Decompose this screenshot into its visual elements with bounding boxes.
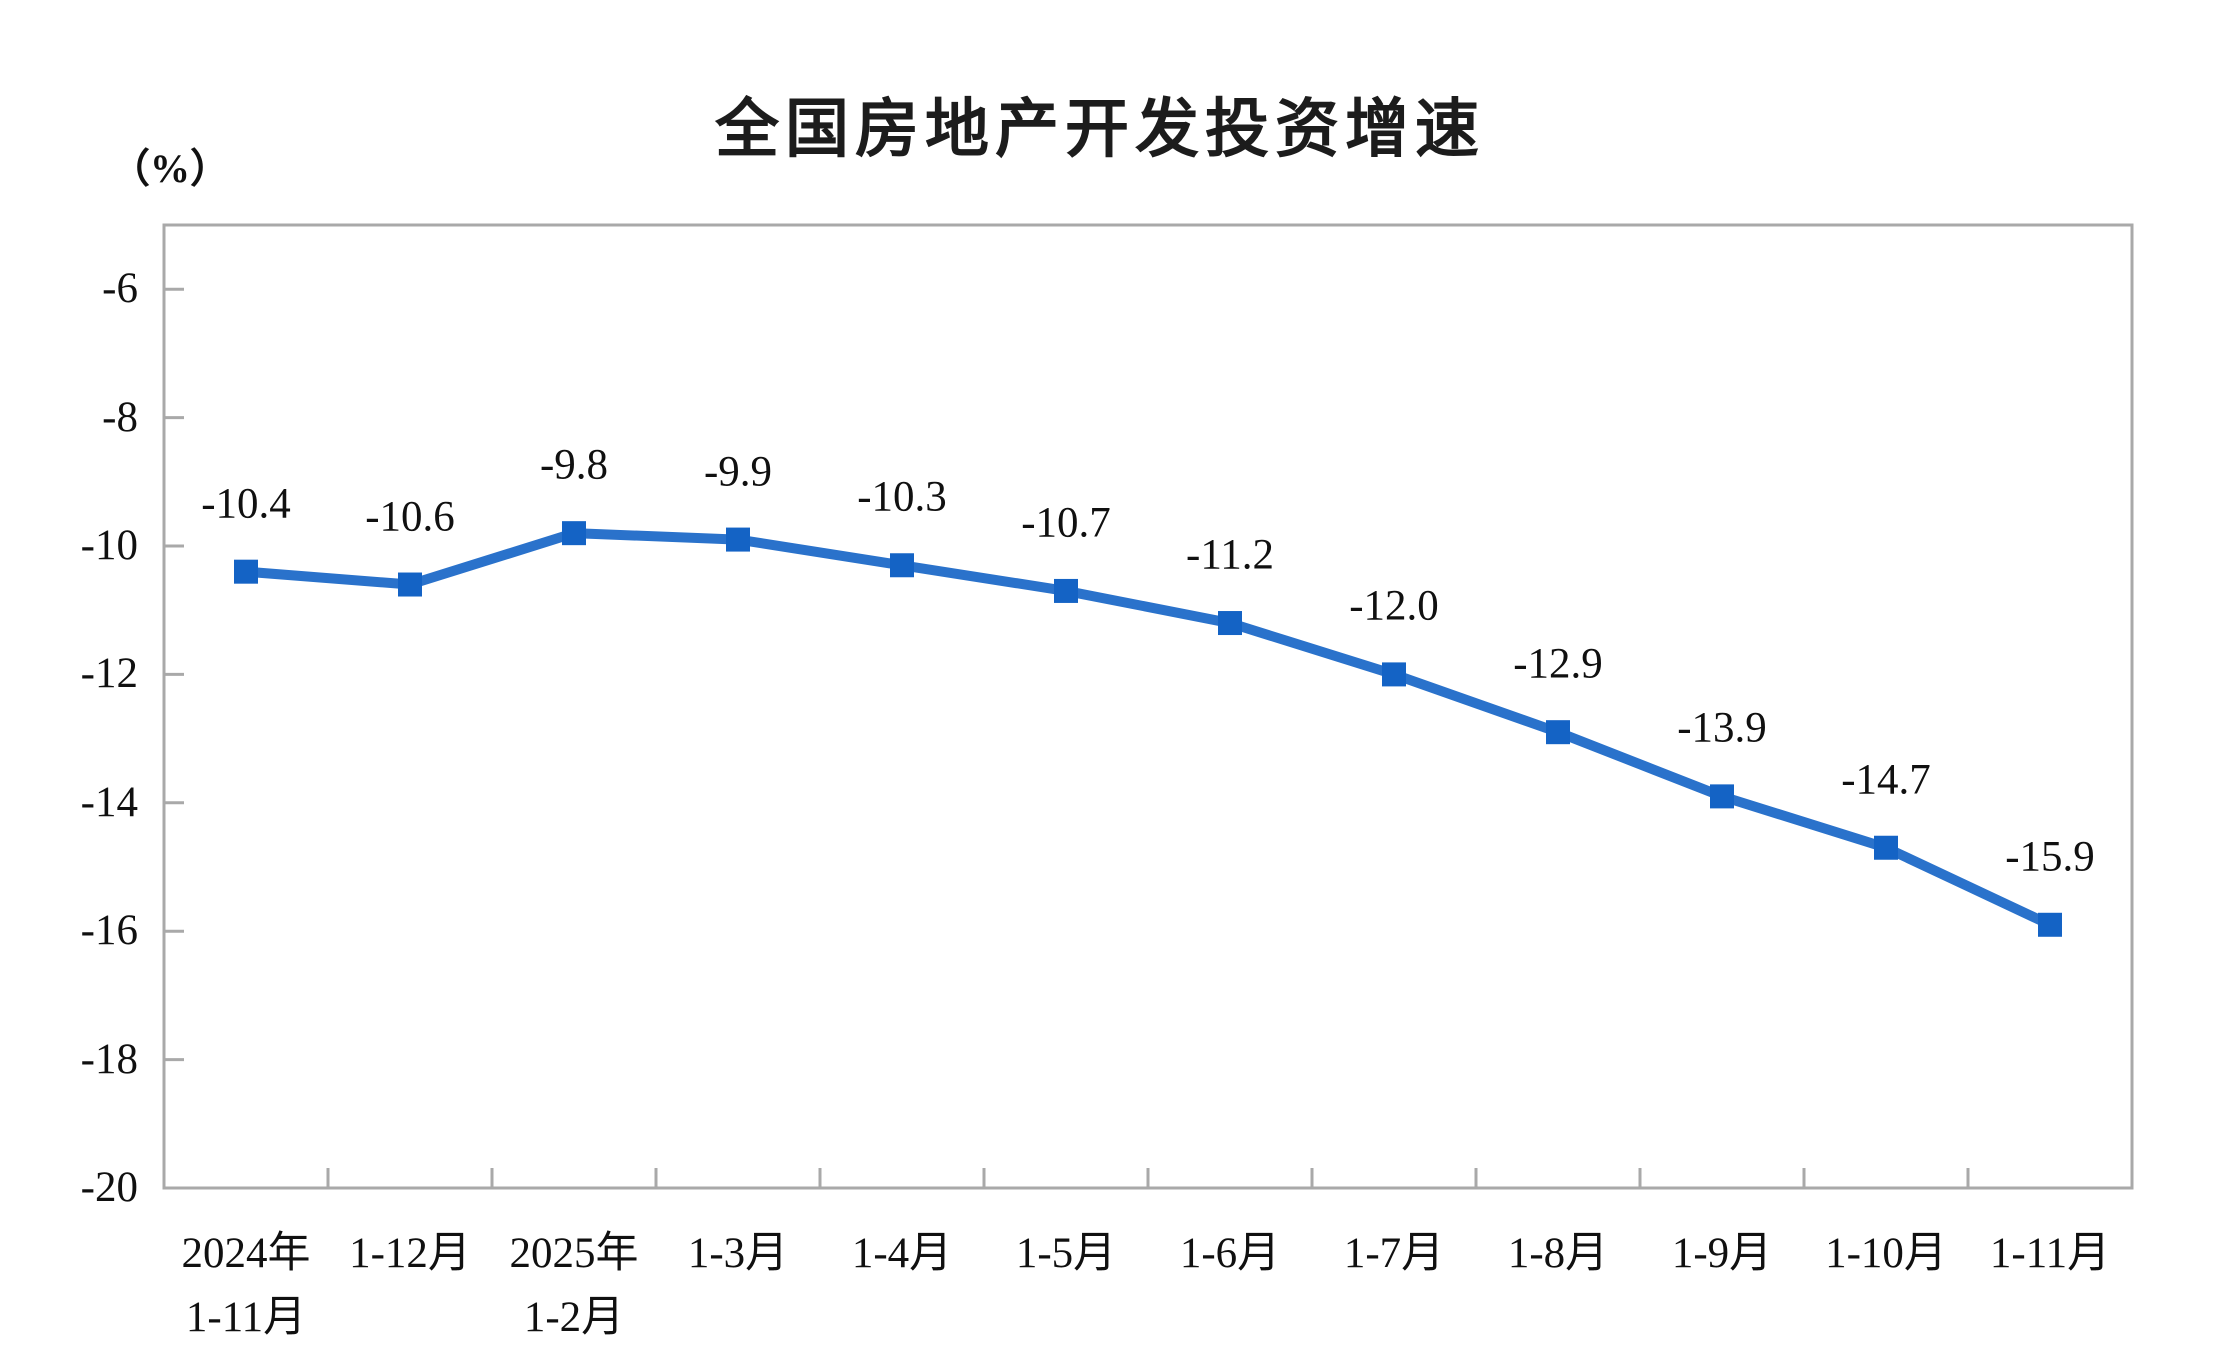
x-axis-category-label: 1-3月 [687, 1230, 789, 1277]
data-point-label: -14.7 [1841, 756, 1931, 804]
x-axis-category-label: 1-6月 [1179, 1230, 1281, 1277]
data-point-label: -10.6 [365, 493, 455, 541]
y-axis-tick-label: -8 [102, 393, 138, 441]
data-point-label: -9.8 [539, 441, 609, 489]
y-axis-tick-label: -14 [80, 778, 138, 826]
data-point-marker [1054, 578, 1078, 603]
data-point-marker [234, 559, 258, 584]
x-axis-category-label: 1-4月 [851, 1230, 953, 1277]
data-point-label: -13.9 [1677, 704, 1767, 752]
x-axis-category-label: 2024年 1-11月 [181, 1230, 311, 1341]
data-point-label: -12.9 [1513, 640, 1603, 688]
data-point-marker [2038, 912, 2062, 937]
data-point-marker [890, 553, 914, 578]
data-point-marker [1218, 611, 1242, 636]
chart-title: 全国房地产开发投资增速 [715, 93, 1485, 165]
data-point-label: -11.2 [1186, 531, 1274, 579]
y-axis-tick-label: -20 [80, 1164, 138, 1211]
y-axis-tick-label: -16 [80, 907, 138, 955]
x-axis-category-label: 1-12月 [349, 1230, 471, 1277]
x-axis-category-label: 1-11月 [1989, 1230, 2111, 1277]
data-point-label: -12.0 [1349, 582, 1439, 630]
data-point-marker [398, 572, 422, 597]
y-axis-unit-label: （%） [110, 146, 230, 191]
x-axis-category-label: 1-7月 [1343, 1230, 1445, 1277]
data-point-marker [1546, 720, 1570, 745]
x-axis-category-label: 1-8月 [1507, 1230, 1609, 1277]
plot-border [162, 223, 2134, 1190]
data-point-marker [726, 527, 750, 552]
y-axis-tick-label: -12 [80, 650, 138, 698]
data-point-label: -10.3 [857, 473, 947, 521]
data-point-marker [1874, 835, 1898, 860]
data-point-label: -10.7 [1021, 499, 1111, 547]
data-point-marker [1382, 662, 1406, 687]
y-axis-tick-label: -6 [102, 265, 138, 313]
data-point-label: -9.9 [703, 448, 773, 496]
x-axis-category-label: 1-9月 [1671, 1230, 1773, 1277]
x-axis-category-label: 2025年 1-2月 [509, 1230, 639, 1341]
x-axis-category-label: 1-10月 [1825, 1230, 1947, 1277]
series-line [241, 528, 2055, 930]
data-point-marker [1710, 784, 1734, 809]
x-axis-category-label: 1-5月 [1015, 1230, 1117, 1277]
data-point-label: -15.9 [2005, 833, 2095, 881]
y-axis-tick-label: -18 [80, 1035, 138, 1083]
data-point-marker [562, 521, 586, 546]
y-axis-tick-label: -10 [80, 522, 138, 569]
data-point-label: -10.4 [201, 480, 291, 528]
